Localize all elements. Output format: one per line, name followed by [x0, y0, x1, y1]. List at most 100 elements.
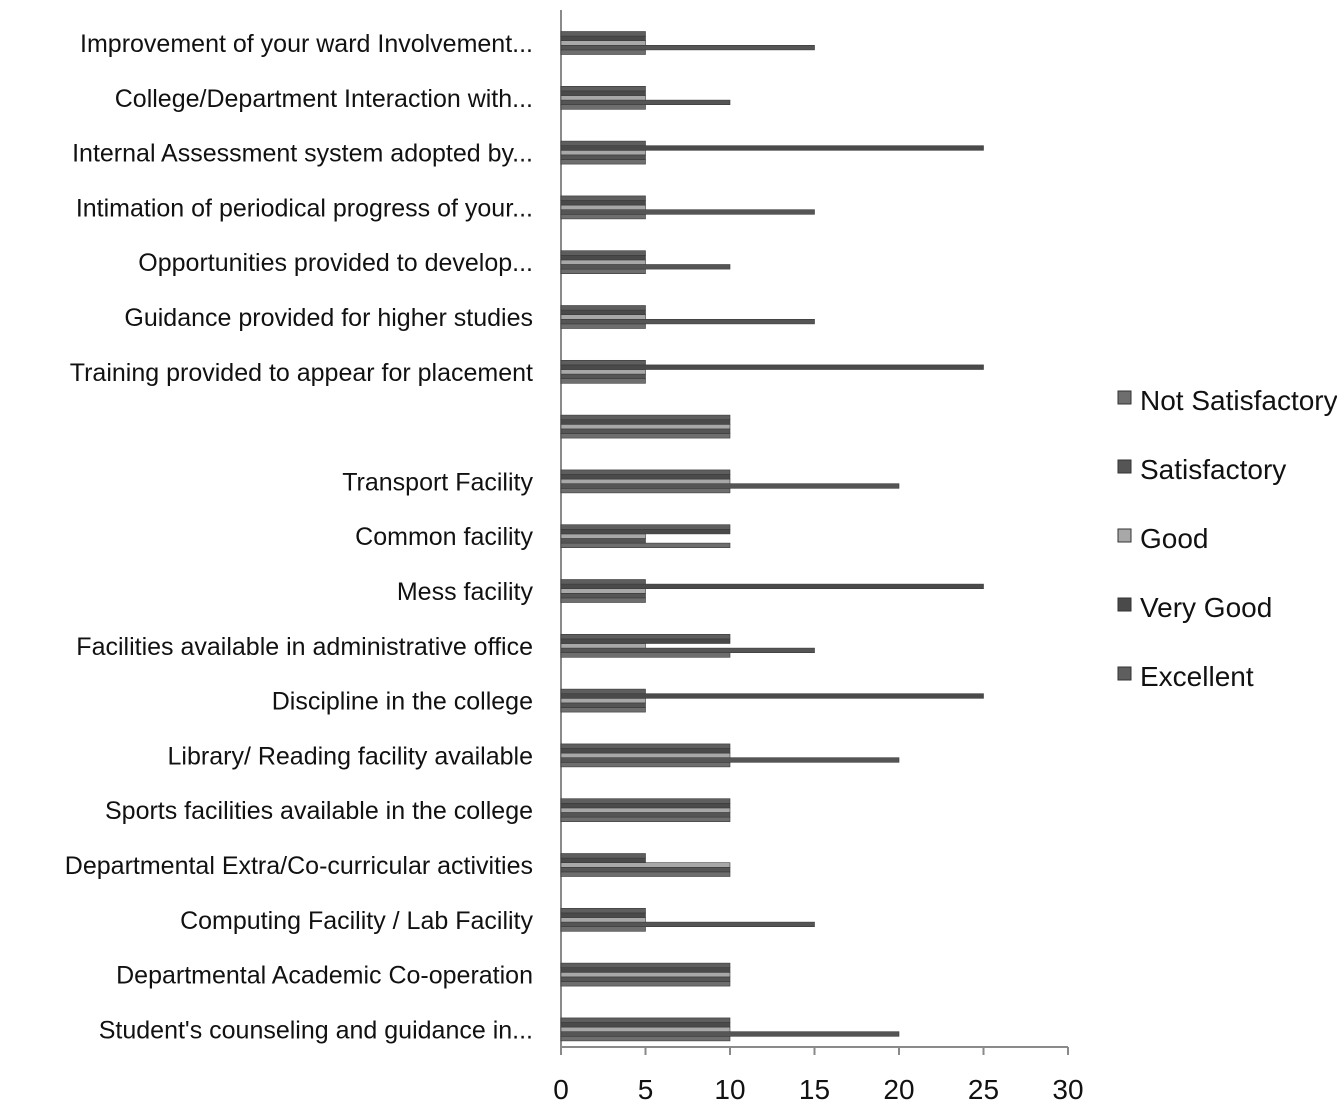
bar-satisfactory — [560, 866, 731, 873]
legend-swatch — [1117, 666, 1132, 681]
bar-satisfactory — [560, 921, 815, 927]
bar-very-good — [560, 693, 984, 699]
bar-good — [560, 369, 646, 375]
bar-good — [560, 259, 646, 265]
bar-not-satisfactory — [560, 323, 646, 329]
bar-good — [560, 150, 646, 156]
bar-good — [560, 204, 646, 211]
category-label: College/Department Interaction with... — [115, 85, 533, 113]
bar-good — [560, 917, 646, 923]
legend-entry-label: Very Good — [1140, 592, 1272, 623]
category-label: Training provided to appear for placemen… — [70, 359, 533, 387]
bar-good — [560, 971, 731, 978]
bar-good — [560, 423, 731, 430]
bar-not-satisfactory — [560, 433, 731, 439]
bar-excellent — [560, 305, 646, 311]
category-label: Internal Assessment system adopted by... — [72, 140, 533, 168]
bar-not-satisfactory — [560, 981, 731, 987]
legend-swatch — [1117, 528, 1132, 543]
bar-good — [560, 588, 646, 594]
bar-very-good — [560, 145, 984, 151]
bar-not-satisfactory — [560, 268, 646, 275]
bar-satisfactory — [560, 812, 731, 818]
category-label: Library/ Reading facility available — [168, 742, 533, 770]
bar-excellent — [560, 195, 646, 201]
category-label: Improvement of your ward Involvement... — [80, 30, 533, 58]
category-label: Sports facilities available in the colle… — [105, 797, 533, 825]
bar-very-good — [560, 967, 731, 973]
bar-excellent — [560, 743, 731, 749]
legend-entry-label: Excellent — [1140, 661, 1254, 692]
x-tick-label: 15 — [799, 1074, 830, 1105]
x-tick-label: 20 — [883, 1074, 914, 1105]
bar-good — [560, 40, 646, 46]
category-label: Departmental Academic Co-operation — [116, 962, 533, 990]
x-tick-label: 0 — [553, 1074, 569, 1105]
category-label: Intimation of periodical progress of you… — [76, 194, 533, 222]
legend-swatch — [1117, 459, 1132, 474]
bar-good — [560, 807, 731, 813]
category-label: Mess facility — [397, 578, 534, 606]
legend-entry-label: Not Satisfactory — [1140, 385, 1337, 416]
bar-excellent — [560, 469, 731, 475]
bar-good — [560, 478, 731, 485]
bar-good — [560, 95, 646, 101]
x-tick-label: 10 — [714, 1074, 745, 1105]
category-label: Departmental Extra/Co-curricular activit… — [65, 852, 533, 880]
bar-satisfactory — [560, 428, 731, 434]
bar-satisfactory — [560, 647, 815, 653]
bar-satisfactory — [560, 264, 731, 270]
legend-entry-label: Satisfactory — [1140, 454, 1286, 485]
bar-good — [560, 643, 646, 649]
bar-satisfactory — [560, 1031, 900, 1037]
x-tick-label: 30 — [1052, 1074, 1083, 1105]
category-label: Computing Facility / Lab Facility — [180, 907, 533, 935]
bar-very-good — [560, 638, 731, 644]
bar-very-good — [560, 474, 731, 480]
bar-excellent — [560, 1017, 731, 1023]
legend-swatch — [1117, 597, 1132, 612]
bar-not-satisfactory — [560, 652, 731, 658]
bar-satisfactory — [560, 373, 646, 380]
bar-excellent — [560, 31, 646, 37]
bar-satisfactory — [560, 976, 731, 982]
bar-very-good — [560, 200, 646, 206]
bar-good — [560, 752, 731, 758]
bar-very-good — [560, 35, 646, 41]
bar-excellent — [560, 414, 731, 421]
bar-excellent — [560, 853, 646, 859]
bar-not-satisfactory — [560, 597, 646, 603]
bar-not-satisfactory — [560, 104, 646, 110]
legend-swatch — [1117, 390, 1132, 405]
bar-not-satisfactory — [560, 214, 646, 220]
bars — [560, 31, 984, 1042]
bar-not-satisfactory — [560, 871, 731, 877]
bar-not-satisfactory — [560, 1036, 731, 1042]
bar-satisfactory — [560, 318, 815, 325]
bar-good — [560, 862, 731, 868]
bar-very-good — [560, 857, 646, 863]
category-labels: Improvement of your ward Involvement... C… — [65, 30, 534, 1044]
bar-satisfactory — [560, 44, 815, 51]
bar-very-good — [560, 309, 646, 316]
category-label: Student's counseling and guidance in... — [99, 1016, 533, 1044]
bar-very-good — [560, 748, 731, 754]
bar-good — [560, 697, 646, 704]
category-label: Facilities available in administrative o… — [76, 633, 533, 661]
bar-very-good — [560, 528, 731, 535]
bar-excellent — [560, 250, 646, 256]
bar-good — [560, 314, 646, 320]
bar-satisfactory — [560, 538, 646, 544]
bar-excellent — [560, 688, 646, 694]
bar-satisfactory — [560, 209, 815, 215]
bar-very-good — [560, 912, 646, 918]
bar-very-good — [560, 802, 731, 809]
x-tick-label: 25 — [968, 1074, 999, 1105]
bar-satisfactory — [560, 757, 900, 763]
bar-satisfactory — [560, 483, 900, 489]
bar-excellent — [560, 579, 646, 585]
bar-excellent — [560, 907, 646, 914]
category-label: Transport Facility — [342, 468, 533, 496]
bar-good — [560, 1026, 731, 1032]
